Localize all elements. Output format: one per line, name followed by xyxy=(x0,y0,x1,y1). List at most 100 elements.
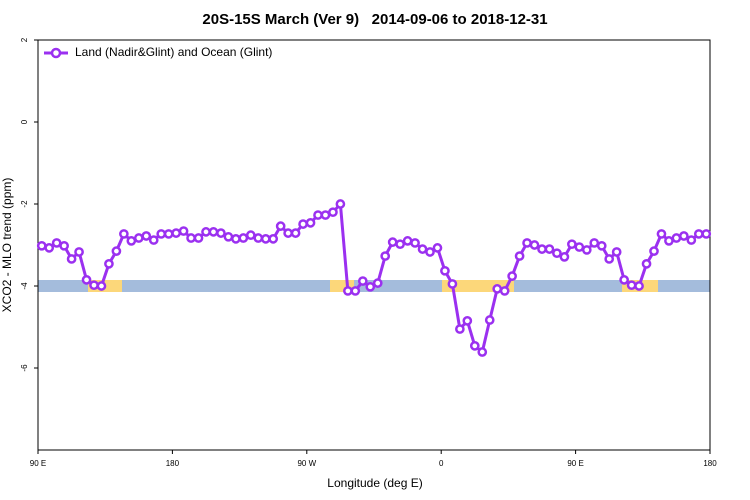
y-tick-label: 0 xyxy=(20,119,29,124)
point xyxy=(455,324,465,334)
point xyxy=(313,210,323,220)
point xyxy=(59,240,69,251)
legend-marker xyxy=(50,47,62,59)
point xyxy=(156,229,167,239)
point xyxy=(126,236,137,246)
point xyxy=(36,240,47,251)
point xyxy=(186,233,196,243)
y-axis-label: XCO2 - MLO trend (ppm) xyxy=(0,178,14,313)
point xyxy=(141,231,152,241)
point xyxy=(343,286,353,296)
point xyxy=(634,281,644,291)
point xyxy=(201,227,211,237)
point xyxy=(656,229,667,239)
point xyxy=(701,229,712,239)
point xyxy=(357,276,368,286)
point xyxy=(425,247,435,257)
chart-title: 20S-15S March (Ver 9) 2014-09-06 to 2018… xyxy=(202,11,547,28)
x-axis-label: Longitude (deg E) xyxy=(327,476,422,490)
point xyxy=(104,259,114,269)
point xyxy=(462,316,473,326)
point xyxy=(544,244,555,254)
point xyxy=(440,265,450,276)
point xyxy=(305,218,316,228)
x-tick-label: 90 E xyxy=(30,459,46,468)
point xyxy=(567,239,577,250)
point xyxy=(335,199,346,209)
point xyxy=(275,221,286,231)
y-tick-label: -6 xyxy=(20,364,29,372)
point xyxy=(499,286,510,296)
legend-label: Land (Nadir&Glint) and Ocean (Glint) xyxy=(75,45,272,59)
point xyxy=(238,233,249,243)
point xyxy=(410,238,420,248)
point xyxy=(589,238,600,248)
y-tick-label: -2 xyxy=(20,200,29,208)
point xyxy=(574,242,585,252)
point xyxy=(649,246,659,256)
point xyxy=(253,233,264,243)
point xyxy=(245,230,256,241)
point xyxy=(559,252,570,262)
point xyxy=(365,281,376,292)
point xyxy=(163,229,174,239)
point xyxy=(89,280,99,291)
point xyxy=(581,245,592,255)
point xyxy=(81,275,92,285)
point xyxy=(223,231,234,242)
point xyxy=(484,315,495,325)
point xyxy=(469,341,480,351)
x-tick-label: 180 xyxy=(703,459,717,468)
point xyxy=(619,275,629,285)
point xyxy=(171,228,181,238)
x-tick-label: 90 E xyxy=(567,459,583,468)
point xyxy=(290,228,301,238)
point xyxy=(477,347,488,357)
point xyxy=(693,229,704,239)
point xyxy=(507,271,517,282)
point xyxy=(537,244,547,254)
y-tick-label: 2 xyxy=(20,37,29,42)
point xyxy=(395,239,405,250)
point xyxy=(432,243,443,253)
x-tick-label: 90 W xyxy=(297,459,316,468)
x-tick-label: 180 xyxy=(166,459,180,468)
point xyxy=(514,251,525,261)
point xyxy=(402,236,413,246)
point xyxy=(231,234,241,244)
point xyxy=(193,233,204,243)
point xyxy=(51,238,62,248)
point xyxy=(44,243,55,253)
point xyxy=(283,228,293,238)
point xyxy=(260,234,271,244)
y-tick-label: -4 xyxy=(20,282,29,290)
point xyxy=(380,251,391,261)
point xyxy=(596,240,607,251)
point xyxy=(686,235,697,245)
point xyxy=(178,226,189,236)
point xyxy=(298,219,308,229)
point xyxy=(148,235,159,245)
point xyxy=(604,254,615,264)
x-tick-label: 0 xyxy=(439,459,444,468)
point xyxy=(372,278,383,288)
point xyxy=(447,279,458,289)
point xyxy=(664,236,674,246)
point xyxy=(111,246,122,256)
point xyxy=(74,247,84,257)
point xyxy=(66,254,77,264)
point xyxy=(679,231,689,241)
point xyxy=(492,284,503,294)
point xyxy=(522,238,532,248)
point xyxy=(119,229,129,239)
point xyxy=(350,286,361,296)
point xyxy=(328,207,338,218)
point xyxy=(641,259,652,269)
point xyxy=(133,233,144,243)
point xyxy=(216,228,226,238)
point xyxy=(96,281,107,291)
point xyxy=(552,248,562,259)
point xyxy=(417,244,428,254)
point xyxy=(626,280,637,291)
